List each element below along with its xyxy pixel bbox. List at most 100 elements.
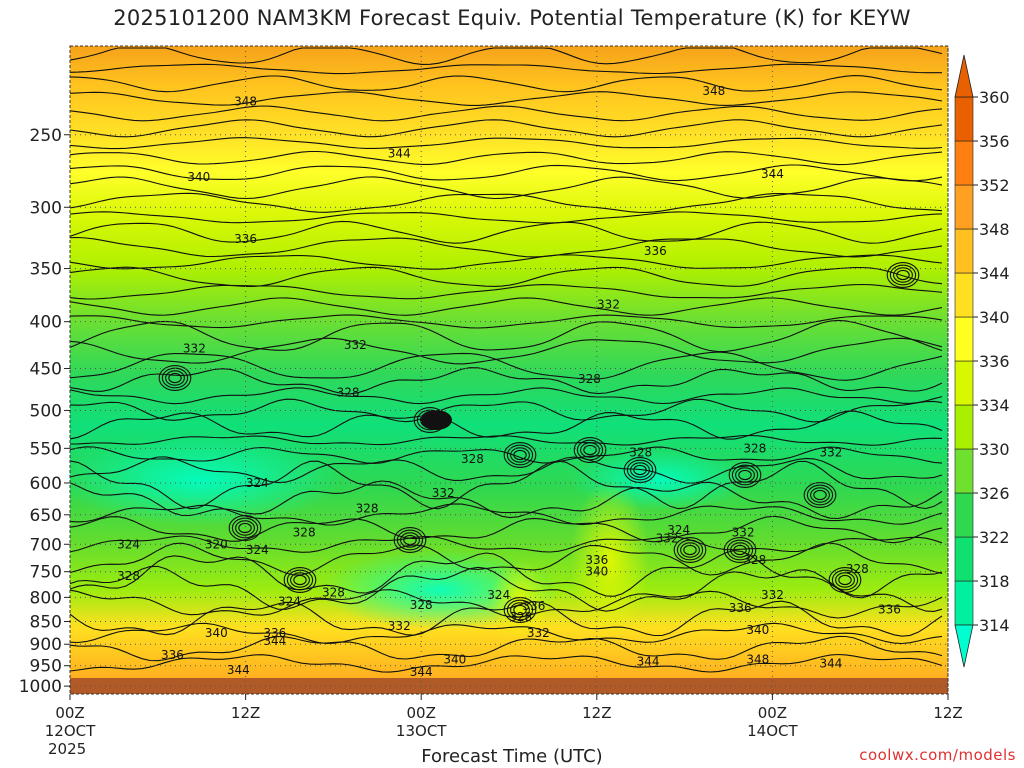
contour-ring bbox=[506, 599, 534, 621]
contour-label: 348 bbox=[702, 84, 725, 98]
contour-ring bbox=[513, 604, 527, 616]
y-tick-label: 600 bbox=[30, 474, 62, 494]
contour-ring bbox=[506, 444, 534, 466]
contour-label: 324 bbox=[246, 476, 269, 490]
contour-isoline bbox=[69, 220, 943, 244]
contour-ring bbox=[723, 537, 757, 563]
contour-label: 336 bbox=[263, 626, 286, 640]
contour-ring bbox=[283, 567, 317, 593]
contour-isoline bbox=[69, 542, 943, 576]
contour-ring bbox=[738, 469, 752, 481]
x-tick-label: 00Z bbox=[758, 704, 787, 722]
yellow-region bbox=[570, 480, 650, 640]
contour-isoline bbox=[69, 480, 943, 520]
y-tick-label: 900 bbox=[30, 635, 62, 655]
colorbar-tick-label: 326 bbox=[979, 484, 1010, 503]
contour-isoline bbox=[69, 211, 943, 224]
contour-isoline bbox=[69, 398, 943, 423]
contour-ring bbox=[889, 264, 917, 286]
contour-label: 344 bbox=[819, 657, 842, 671]
contour-label: 344 bbox=[227, 663, 250, 677]
contour-ring bbox=[626, 459, 654, 481]
contour-label: 340 bbox=[443, 652, 466, 666]
colorbar-tick-label: 352 bbox=[979, 176, 1010, 195]
contour-isoline bbox=[69, 176, 943, 200]
y-tick-label: 300 bbox=[30, 198, 62, 218]
contour-ring bbox=[733, 544, 747, 556]
contour-ring bbox=[400, 532, 420, 548]
contour-ring bbox=[735, 467, 755, 483]
contour-label: 328 bbox=[322, 585, 345, 599]
contour-ring bbox=[633, 464, 647, 476]
contour-isoline bbox=[69, 266, 943, 287]
contour-label: 328 bbox=[293, 526, 316, 540]
contour-ring bbox=[896, 269, 910, 281]
contour-ring bbox=[630, 462, 650, 478]
contour-label: 324 bbox=[278, 594, 301, 608]
contour-isoline bbox=[69, 387, 943, 405]
contour-isoline bbox=[69, 314, 943, 329]
y-tick-label: 400 bbox=[30, 313, 62, 333]
contour-ring bbox=[576, 439, 604, 461]
y-tick-label: 700 bbox=[30, 535, 62, 555]
contour-isoline bbox=[69, 297, 943, 316]
contour-label: 328 bbox=[846, 562, 869, 576]
contour-isoline bbox=[69, 47, 943, 65]
contour-label: 328 bbox=[410, 598, 433, 612]
contour-label: 324 bbox=[667, 523, 690, 537]
contour-label: 328 bbox=[509, 610, 532, 624]
contour-isoline bbox=[69, 164, 943, 182]
colorbar-segment bbox=[954, 580, 974, 626]
contour-isoline bbox=[69, 515, 943, 544]
watermark: coolwx.com/models bbox=[859, 746, 1016, 764]
contour-isoline bbox=[69, 367, 943, 395]
contour-isoline bbox=[69, 119, 943, 138]
contour-isoline bbox=[69, 446, 943, 464]
y-tick-label: 500 bbox=[30, 401, 62, 421]
colorbar-segment bbox=[954, 360, 974, 406]
colorbar-segment bbox=[954, 228, 974, 274]
contour-lines bbox=[69, 47, 943, 673]
contour-label: 324 bbox=[117, 537, 140, 551]
contour-ring bbox=[730, 542, 750, 558]
contour-label: 332 bbox=[183, 342, 206, 356]
contour-isoline bbox=[69, 319, 943, 353]
y-tick-label: 550 bbox=[30, 439, 62, 459]
contour-isoline bbox=[69, 503, 943, 526]
contour-ring bbox=[290, 572, 310, 588]
contour-ring bbox=[583, 444, 597, 456]
colorbar-segment bbox=[954, 492, 974, 538]
y-tick-label: 1000 bbox=[19, 677, 62, 697]
x-tick-label: 12Z bbox=[933, 704, 962, 722]
contour-ring bbox=[580, 442, 600, 458]
contour-ring bbox=[676, 539, 704, 561]
contour-isoline bbox=[69, 550, 943, 599]
contour-isoline bbox=[69, 337, 943, 365]
contour-label: 332 bbox=[344, 338, 367, 352]
contour-label: 336 bbox=[878, 603, 901, 617]
contour-ring bbox=[286, 569, 314, 591]
contour-ring bbox=[813, 489, 827, 501]
contour-label: 332 bbox=[527, 626, 550, 640]
contour-isoline bbox=[69, 236, 943, 258]
x-tick-label: 12Z bbox=[582, 704, 611, 722]
colorbar-legend: 314 318 322 326 330 334 336 340 344 348 352 356 360 bbox=[954, 54, 1010, 668]
contour-label: 320 bbox=[205, 537, 228, 551]
contour-label: 340 bbox=[746, 623, 769, 637]
contour-label: 336 bbox=[644, 244, 667, 258]
contour-isoline bbox=[69, 351, 943, 381]
contour-ring bbox=[886, 262, 920, 288]
contour-ring bbox=[835, 572, 855, 588]
contour-ring bbox=[513, 449, 527, 461]
colorbar-segment bbox=[954, 448, 974, 494]
contour-label: 344 bbox=[410, 665, 433, 679]
colorbar-tick-label: 344 bbox=[979, 264, 1010, 283]
contour-ring bbox=[828, 567, 862, 593]
cyan-region bbox=[60, 435, 340, 525]
contour-ring bbox=[673, 537, 707, 563]
colorbar-segment bbox=[954, 140, 974, 186]
contour-label: 332 bbox=[388, 619, 411, 633]
y-tick-label: 750 bbox=[30, 563, 62, 583]
x-tick-date-label: 12OCT bbox=[45, 722, 96, 740]
